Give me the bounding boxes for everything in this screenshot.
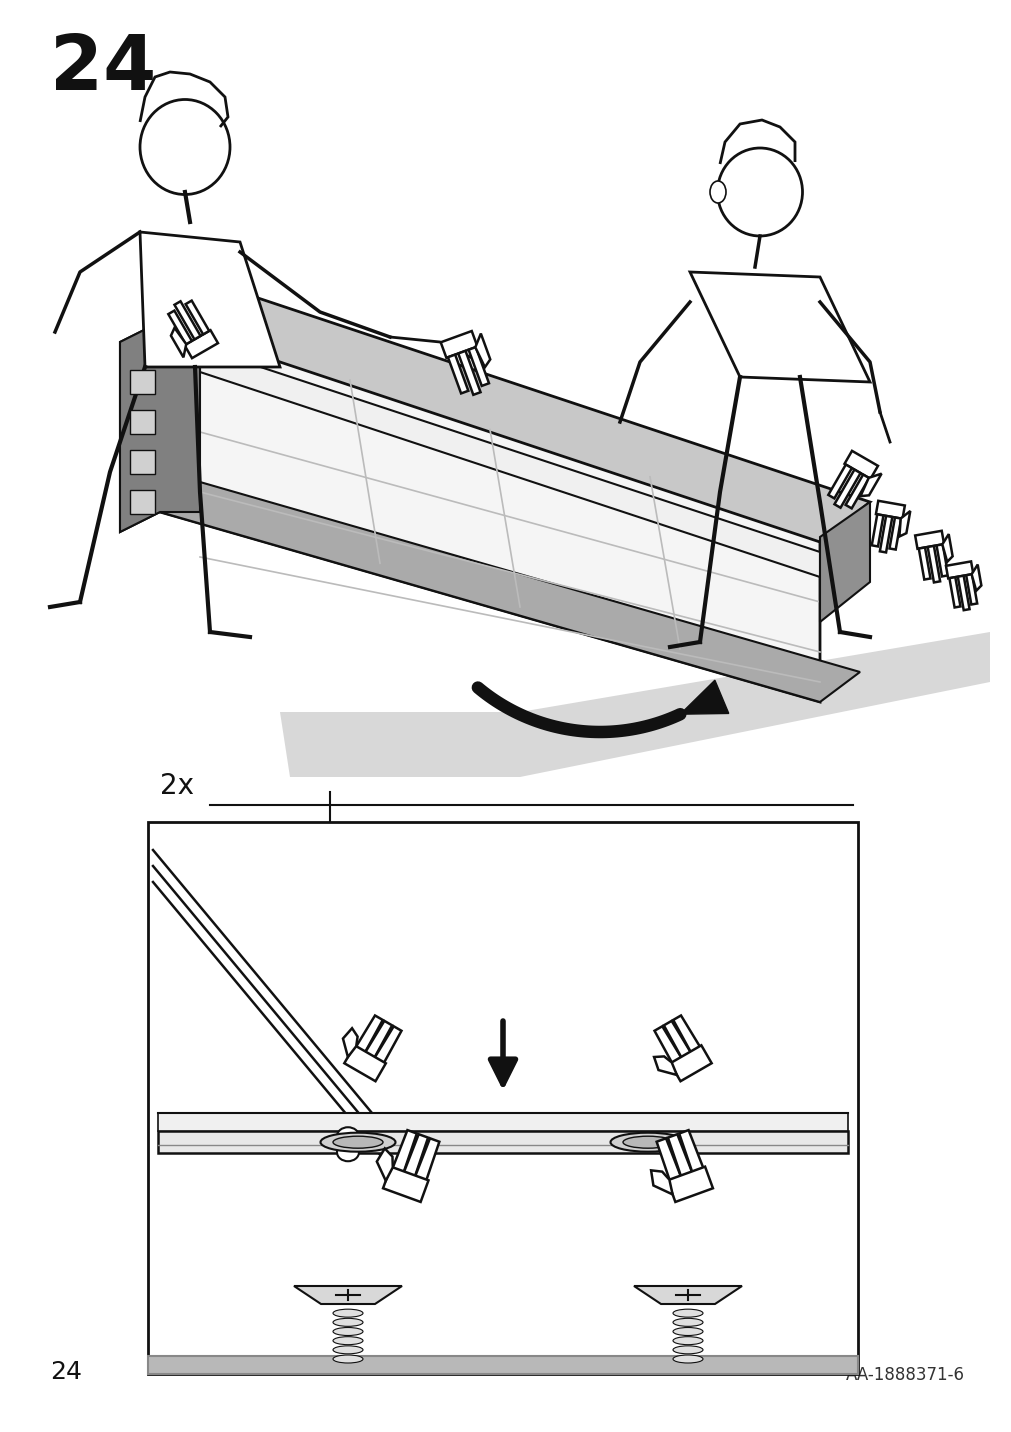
Polygon shape [372,1027,401,1067]
Ellipse shape [320,1133,395,1151]
Polygon shape [148,822,857,1373]
Text: 24: 24 [50,32,156,106]
Polygon shape [679,680,728,715]
Polygon shape [669,1045,711,1081]
Ellipse shape [333,1327,363,1336]
Polygon shape [667,1167,712,1201]
Ellipse shape [337,1127,359,1146]
Polygon shape [956,576,969,610]
Ellipse shape [610,1133,684,1151]
Polygon shape [918,547,929,580]
Polygon shape [343,1028,357,1057]
Ellipse shape [710,180,725,203]
Polygon shape [174,301,200,339]
Polygon shape [927,546,939,583]
Polygon shape [899,511,909,537]
Polygon shape [914,531,943,548]
Polygon shape [859,474,881,495]
Polygon shape [475,334,489,367]
Polygon shape [171,328,186,358]
Polygon shape [945,561,973,579]
Polygon shape [363,1021,391,1061]
Polygon shape [966,574,977,604]
Polygon shape [948,577,959,607]
Text: 24: 24 [50,1360,82,1383]
Polygon shape [690,272,869,382]
Polygon shape [390,1130,417,1176]
Polygon shape [158,1113,847,1131]
Polygon shape [941,534,951,561]
Polygon shape [843,451,878,478]
Polygon shape [160,322,819,702]
Ellipse shape [333,1355,363,1363]
Polygon shape [160,483,859,702]
Polygon shape [654,1027,682,1067]
Ellipse shape [623,1136,672,1148]
Polygon shape [650,1170,672,1194]
Polygon shape [876,501,904,518]
Polygon shape [468,347,488,385]
Polygon shape [160,282,869,541]
Ellipse shape [333,1319,363,1326]
Polygon shape [120,322,160,533]
Polygon shape [819,503,869,621]
Polygon shape [129,450,155,474]
Polygon shape [129,410,155,434]
Polygon shape [656,1138,681,1184]
Text: AA-1888371-6: AA-1888371-6 [845,1366,964,1383]
Polygon shape [280,632,989,778]
Ellipse shape [140,99,229,195]
Ellipse shape [333,1346,363,1353]
Ellipse shape [333,1309,363,1317]
Polygon shape [633,1286,741,1305]
Polygon shape [845,474,868,508]
Polygon shape [653,1057,676,1075]
Polygon shape [971,564,981,591]
Polygon shape [402,1134,428,1180]
Polygon shape [827,464,851,498]
Polygon shape [354,1015,382,1055]
Polygon shape [129,369,155,394]
Ellipse shape [672,1327,703,1336]
Polygon shape [441,331,477,358]
Polygon shape [168,311,192,345]
Polygon shape [185,301,209,335]
Polygon shape [678,1130,705,1176]
Polygon shape [663,1021,692,1061]
Polygon shape [672,1015,702,1055]
Polygon shape [158,1131,847,1153]
Polygon shape [184,331,217,358]
Ellipse shape [672,1355,703,1363]
Polygon shape [140,232,280,367]
Polygon shape [294,1286,401,1305]
Polygon shape [879,516,892,553]
Polygon shape [870,514,883,547]
Polygon shape [344,1045,385,1081]
Polygon shape [129,490,155,514]
Ellipse shape [337,1143,359,1161]
Ellipse shape [672,1336,703,1345]
Polygon shape [383,1167,428,1201]
Polygon shape [120,322,200,533]
Ellipse shape [717,147,802,236]
Polygon shape [148,1356,857,1373]
Ellipse shape [672,1309,703,1317]
Polygon shape [448,355,468,394]
Polygon shape [200,347,819,577]
Ellipse shape [333,1136,382,1148]
Polygon shape [889,517,900,550]
Polygon shape [458,351,480,395]
Ellipse shape [672,1319,703,1326]
Polygon shape [834,470,859,508]
Text: 2x: 2x [160,772,194,800]
Polygon shape [413,1138,439,1184]
Ellipse shape [333,1336,363,1345]
Polygon shape [935,544,947,577]
Ellipse shape [672,1346,703,1353]
Polygon shape [667,1134,693,1180]
Polygon shape [376,1148,392,1181]
